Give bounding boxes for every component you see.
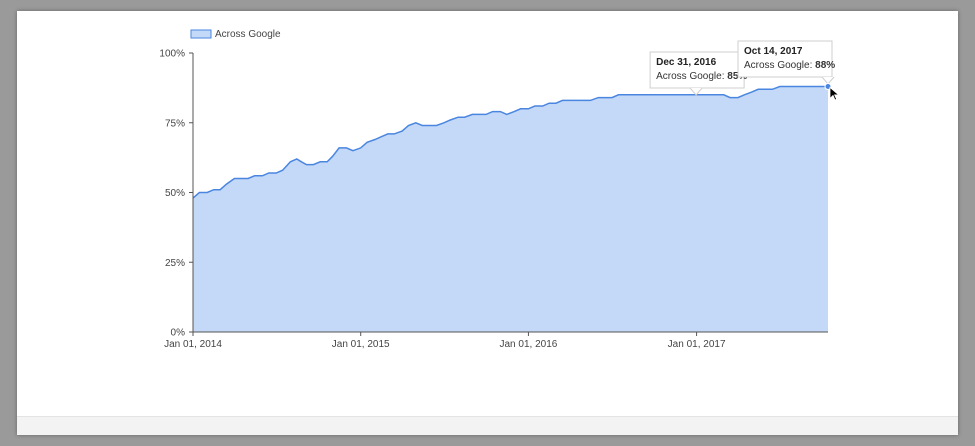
tooltip: Dec 31, 2016 Across Google: 85% <box>649 51 747 96</box>
tooltip-tail <box>821 76 835 85</box>
tooltip-series-label: Across Google: <box>656 71 727 82</box>
y-tick-label: 50% <box>165 188 185 199</box>
tooltip-value-number: 85% <box>727 71 747 82</box>
y-tick-label: 100% <box>159 49 185 60</box>
tooltip-date: Dec 31, 2016 <box>656 57 716 68</box>
series-area-fill <box>193 86 828 332</box>
tooltip: Oct 14, 2017 Across Google: 88% <box>737 40 835 90</box>
tooltip-value: Across Google: 85% <box>656 71 747 82</box>
footer-bar <box>17 416 958 435</box>
legend[interactable]: Across Google <box>190 29 281 40</box>
tooltip-value: Across Google: 88% <box>744 60 835 71</box>
tooltip-box <box>649 51 745 89</box>
tooltip-tail <box>689 87 703 96</box>
chart-svg: Across Google 0% 25% 50% 75% 100% Jan 01, 201… <box>159 29 840 350</box>
series-line-across-google[interactable] <box>192 85 828 199</box>
y-tick-label: 0% <box>171 328 186 339</box>
chart-window: Across Google 0% 25% 50% 75% 100% Jan 01, 201… <box>17 11 958 435</box>
y-tick-label: 25% <box>165 258 185 269</box>
tooltip-box <box>737 40 833 78</box>
x-tick-label: Jan 01, 2017 <box>668 339 726 350</box>
legend-label: Across Google <box>215 29 281 40</box>
tooltip-date: Oct 14, 2017 <box>744 46 803 57</box>
hover-point[interactable] <box>824 82 832 90</box>
x-tick-label: Jan 01, 2016 <box>500 339 558 350</box>
mouse-cursor-icon <box>829 86 840 101</box>
legend-swatch <box>190 29 212 39</box>
x-tick-label: Jan 01, 2015 <box>332 339 390 350</box>
tooltip-value-number: 88% <box>815 60 835 71</box>
tooltip-series-label: Across Google: <box>744 60 815 71</box>
x-tick-label: Jan 01, 2014 <box>164 339 222 350</box>
y-tick-label: 75% <box>165 118 185 129</box>
